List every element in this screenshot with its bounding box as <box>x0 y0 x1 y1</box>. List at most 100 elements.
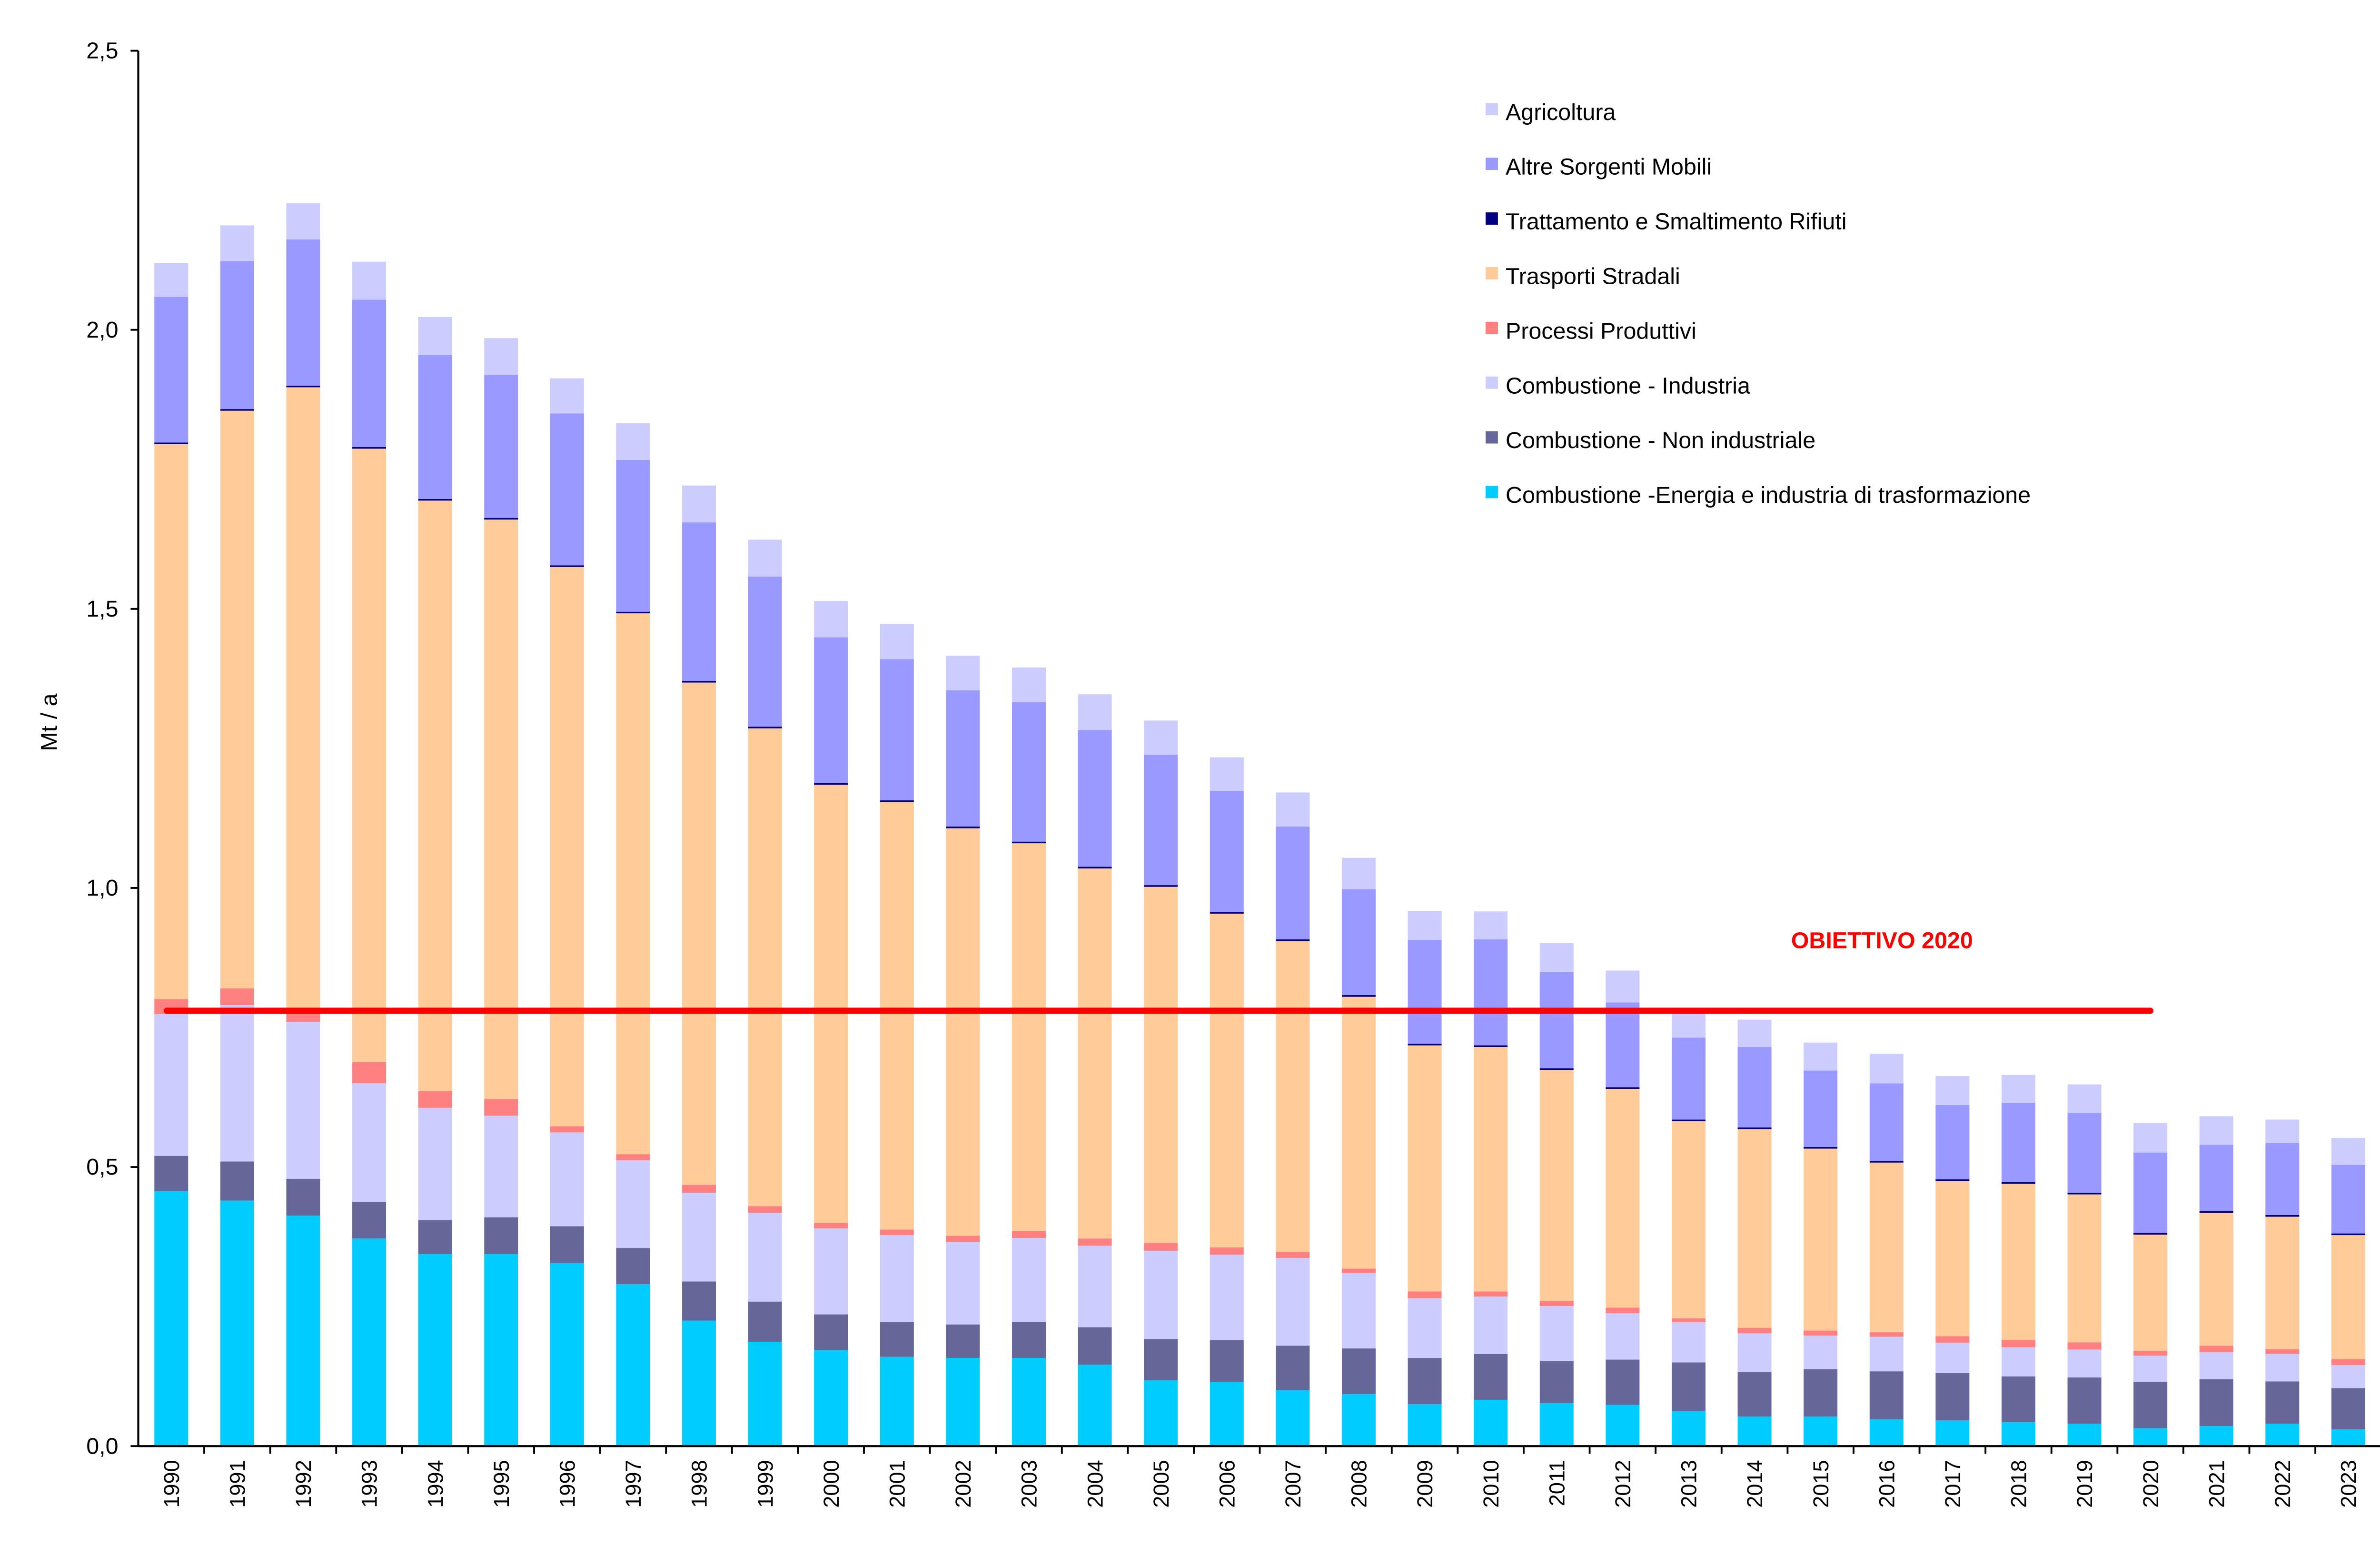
bar-segment <box>2265 1424 2300 1446</box>
bar-segment <box>352 1062 387 1084</box>
bar-segment <box>880 800 914 802</box>
bar-segment <box>2331 1233 2365 1236</box>
bar-segment <box>286 387 320 1011</box>
bar-segment <box>2265 1354 2300 1382</box>
bar-segment <box>1737 1047 1772 1127</box>
bar-segment <box>2265 1119 2300 1143</box>
bar-segment <box>2331 1429 2365 1446</box>
bar-segment <box>550 1263 584 1446</box>
bar-segment <box>2199 1116 2233 1145</box>
bar-segment <box>1804 1369 1838 1417</box>
bar-segment <box>418 1091 452 1108</box>
bar-segment <box>1671 1318 1706 1322</box>
bar-segment <box>814 783 848 785</box>
bar-segment <box>1276 1258 1310 1346</box>
bar-segment <box>1671 1037 1706 1120</box>
bar-segment <box>550 378 584 414</box>
bar-segment <box>2133 1350 2168 1356</box>
bar-segment <box>814 785 848 1223</box>
x-tick-label: 2015 <box>1809 1460 1833 1508</box>
bar-segment <box>748 1206 782 1213</box>
bar-segment <box>2001 1376 2035 1422</box>
bar-segment <box>748 539 782 577</box>
bar-segment <box>2001 1182 2035 1184</box>
bar-segment <box>2199 1346 2233 1353</box>
bar-segment <box>2067 1349 2102 1378</box>
bar-segment <box>1408 939 1442 1044</box>
bar-segment <box>220 261 254 409</box>
bar-segment <box>1935 1076 1970 1105</box>
bar-segment <box>550 1126 584 1133</box>
bar-segment <box>1606 1405 1640 1446</box>
x-tick-label: 2010 <box>1479 1460 1503 1508</box>
bar-segment <box>1804 1042 1838 1071</box>
bar-segment <box>748 727 782 728</box>
x-tick-label: 2021 <box>2204 1460 2229 1508</box>
bar-segment <box>2133 1356 2168 1382</box>
legend-label: Processi Produttivi <box>1506 318 1696 344</box>
bar-segment <box>1869 1332 1904 1337</box>
bar-segment <box>1737 1129 1772 1328</box>
bar-segment <box>2331 1235 2365 1359</box>
bar-segment <box>1737 1019 1772 1047</box>
axes-group: 1990 1991 1992 1993 1994 1995 1996 1997 1998 1999… <box>86 38 2380 1508</box>
bar-segment <box>220 1005 254 1162</box>
bar-segment <box>1210 790 1244 912</box>
bar-segment <box>2067 1424 2102 1446</box>
bar-segment <box>1210 1255 1244 1340</box>
bar-segment <box>1804 1148 1838 1331</box>
y-tick-label: 2,0 <box>86 317 118 343</box>
bar-segment <box>220 988 254 1006</box>
y-tick-label: 1,5 <box>86 596 118 622</box>
bar-segment <box>1341 858 1376 889</box>
bar-segment <box>1539 1301 1574 1306</box>
bar-segment <box>1869 1337 1904 1372</box>
bar-segment <box>1144 885 1178 887</box>
y-tick-label: 0,0 <box>86 1433 118 1459</box>
x-tick-label: 1998 <box>687 1460 712 1508</box>
legend-swatch <box>1486 321 1498 334</box>
bar-segment <box>1144 1250 1178 1339</box>
bar-segment <box>154 297 188 443</box>
bar-segment <box>2199 1379 2233 1426</box>
bar-segment <box>154 1014 188 1156</box>
bar-segment <box>682 681 716 683</box>
bar-segment <box>1078 694 1112 730</box>
bar-segment <box>2133 1152 2168 1233</box>
bar-segment <box>484 375 518 518</box>
bar-segment <box>1671 1121 1706 1318</box>
x-tick-label: 2020 <box>2139 1460 2163 1508</box>
bar-segment <box>484 338 518 375</box>
bars-group <box>154 203 2365 1446</box>
bar-segment <box>616 611 650 614</box>
y-axis-label: Mt / a <box>36 693 62 751</box>
bar-segment <box>814 1350 848 1446</box>
bar-segment <box>1341 997 1376 1269</box>
bar-segment <box>1606 1002 1640 1087</box>
bar-segment <box>154 262 188 297</box>
bar-segment <box>1276 941 1310 1252</box>
legend-label: Altre Sorgenti Mobili <box>1506 154 1712 180</box>
bar-segment <box>1078 1365 1112 1446</box>
bar-segment <box>1935 1181 1970 1337</box>
x-tick-label: 1993 <box>357 1460 382 1508</box>
bar-segment <box>1869 1419 1904 1446</box>
legend-swatch <box>1486 376 1498 389</box>
bar-segment <box>1671 1322 1706 1363</box>
target-line-label: OBIETTIVO 2020 <box>1791 928 1973 953</box>
bar-segment <box>1606 1359 1640 1405</box>
bar-segment <box>1671 1411 1706 1446</box>
legend-swatch <box>1486 267 1498 279</box>
bar-segment <box>682 682 716 1185</box>
bar-segment <box>1144 754 1178 886</box>
bar-segment <box>1935 1373 1970 1421</box>
bar-segment <box>748 1342 782 1446</box>
bar-segment <box>2265 1215 2300 1217</box>
bar-segment <box>550 1132 584 1227</box>
bar-segment <box>2001 1340 2035 1347</box>
bar-segment <box>1935 1105 1970 1179</box>
bar-segment <box>748 1213 782 1302</box>
bar-segment <box>2067 1193 2102 1195</box>
bar-segment <box>154 1191 188 1446</box>
bar-segment <box>1078 867 1112 868</box>
